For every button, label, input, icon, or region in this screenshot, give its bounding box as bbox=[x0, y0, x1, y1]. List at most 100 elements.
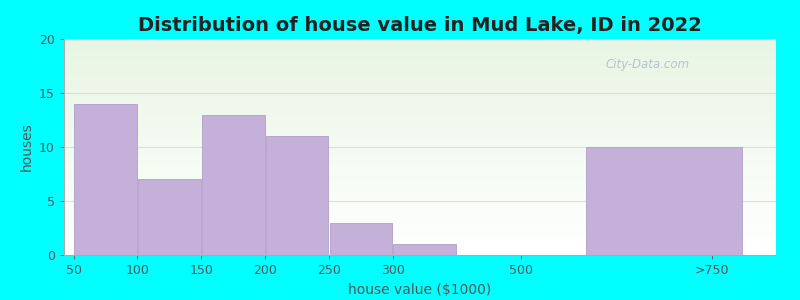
Bar bbox=[138, 179, 201, 255]
Bar bbox=[64, 248, 776, 250]
Bar bbox=[64, 127, 776, 128]
Y-axis label: houses: houses bbox=[19, 123, 34, 171]
Bar bbox=[64, 117, 776, 118]
Bar bbox=[64, 55, 776, 56]
Bar bbox=[64, 89, 776, 90]
Bar bbox=[64, 226, 776, 227]
Bar bbox=[64, 199, 776, 200]
Bar bbox=[64, 81, 776, 82]
Bar bbox=[64, 140, 776, 142]
Bar bbox=[64, 77, 776, 78]
Bar bbox=[64, 90, 776, 91]
Bar bbox=[64, 63, 776, 64]
Bar bbox=[330, 223, 392, 255]
Bar bbox=[64, 78, 776, 79]
Bar bbox=[64, 54, 776, 55]
Bar bbox=[64, 196, 776, 197]
Bar bbox=[64, 132, 776, 133]
Bar bbox=[64, 235, 776, 236]
Bar bbox=[64, 106, 776, 107]
Bar bbox=[64, 94, 776, 95]
Bar bbox=[64, 84, 776, 86]
Bar bbox=[64, 148, 776, 149]
Bar bbox=[64, 173, 776, 174]
Bar bbox=[64, 177, 776, 178]
X-axis label: house value ($1000): house value ($1000) bbox=[348, 283, 492, 297]
Bar bbox=[64, 74, 776, 75]
Bar bbox=[64, 211, 776, 212]
Bar bbox=[64, 183, 776, 184]
Bar bbox=[64, 43, 776, 44]
Bar bbox=[64, 185, 776, 186]
Bar bbox=[64, 111, 776, 112]
Bar bbox=[64, 59, 776, 61]
Bar bbox=[64, 241, 776, 242]
Bar bbox=[64, 83, 776, 84]
Bar bbox=[64, 104, 776, 105]
Bar bbox=[64, 243, 776, 244]
Bar bbox=[64, 88, 776, 89]
Bar bbox=[64, 41, 776, 42]
Bar bbox=[64, 245, 776, 246]
Bar bbox=[64, 52, 776, 53]
Bar bbox=[64, 109, 776, 110]
Bar bbox=[64, 100, 776, 101]
Bar bbox=[64, 228, 776, 229]
Bar bbox=[64, 161, 776, 162]
Bar bbox=[64, 70, 776, 71]
Bar bbox=[64, 62, 776, 63]
Bar bbox=[64, 39, 776, 40]
Bar bbox=[64, 123, 776, 124]
Bar bbox=[64, 232, 776, 233]
Bar bbox=[64, 218, 776, 219]
Bar bbox=[64, 133, 776, 134]
Bar bbox=[64, 42, 776, 43]
Bar bbox=[64, 254, 776, 255]
Bar bbox=[64, 253, 776, 254]
Bar bbox=[64, 145, 776, 146]
Bar bbox=[64, 215, 776, 216]
Bar bbox=[64, 178, 776, 179]
Bar bbox=[64, 175, 776, 176]
Bar bbox=[64, 130, 776, 131]
Bar bbox=[64, 171, 776, 172]
Bar bbox=[64, 167, 776, 169]
Bar bbox=[64, 191, 776, 192]
Bar bbox=[64, 176, 776, 177]
Bar bbox=[64, 230, 776, 231]
Bar bbox=[74, 104, 137, 255]
Bar bbox=[64, 160, 776, 161]
Bar bbox=[64, 159, 776, 160]
Bar bbox=[64, 169, 776, 170]
Bar bbox=[64, 103, 776, 104]
Bar bbox=[64, 95, 776, 96]
Bar bbox=[64, 220, 776, 221]
Bar bbox=[64, 147, 776, 148]
Bar bbox=[64, 138, 776, 140]
Bar bbox=[64, 110, 776, 111]
Bar bbox=[64, 56, 776, 57]
Bar bbox=[64, 102, 776, 103]
Bar bbox=[64, 221, 776, 223]
Bar bbox=[64, 142, 776, 143]
Bar bbox=[64, 64, 776, 65]
Bar bbox=[394, 244, 456, 255]
Bar bbox=[64, 165, 776, 166]
Bar bbox=[64, 96, 776, 97]
Bar bbox=[64, 201, 776, 202]
Bar bbox=[64, 136, 776, 137]
Bar bbox=[64, 238, 776, 239]
Bar bbox=[64, 181, 776, 182]
Bar bbox=[64, 46, 776, 48]
Bar bbox=[64, 146, 776, 147]
Bar bbox=[64, 122, 776, 123]
Bar bbox=[64, 65, 776, 66]
Bar bbox=[64, 198, 776, 199]
Bar bbox=[64, 115, 776, 116]
Bar bbox=[64, 73, 776, 74]
Bar bbox=[64, 189, 776, 190]
Bar bbox=[64, 236, 776, 237]
Bar bbox=[64, 131, 776, 132]
Bar bbox=[64, 164, 776, 165]
Bar bbox=[64, 205, 776, 206]
